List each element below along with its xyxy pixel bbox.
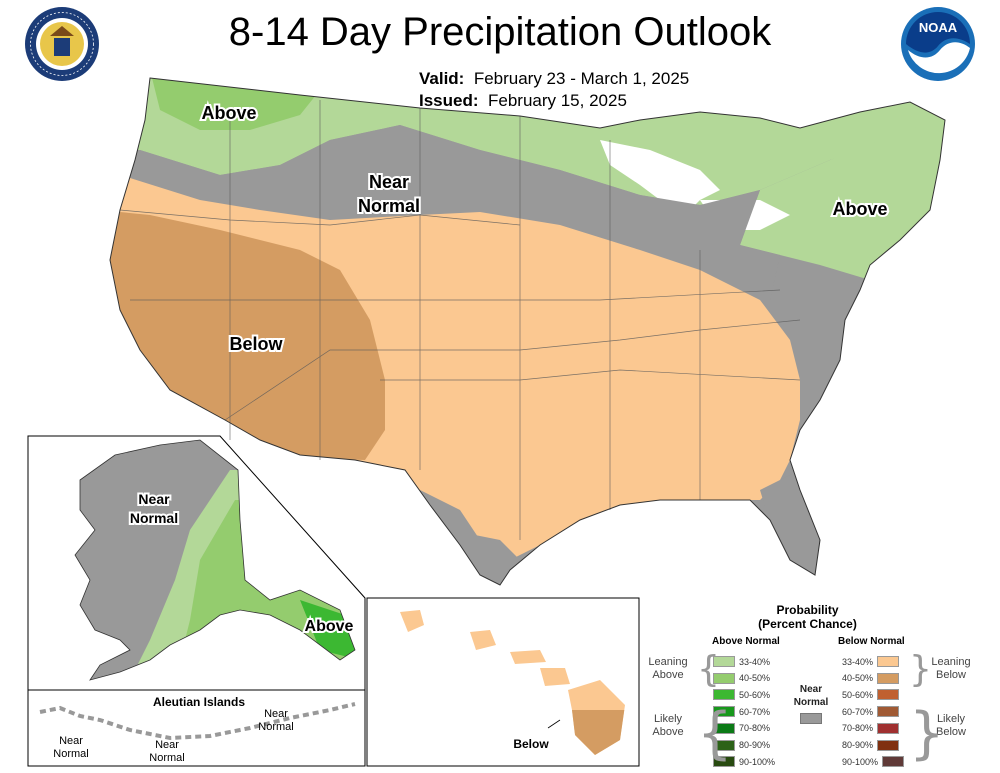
- alaska-inset: [27, 435, 366, 691]
- issued-date: February 15, 2025: [487, 91, 627, 110]
- legend-above-swatch: [713, 672, 735, 684]
- legend-above-range-label: 50-60%: [739, 689, 771, 700]
- legend-above-row: 90-100%: [713, 756, 779, 768]
- legend-below-range-label: 60-70%: [842, 706, 874, 717]
- legend-below-swatch: [882, 756, 905, 768]
- noaa-logo-text: NOAA: [919, 20, 958, 35]
- valid-dates: February 23 - March 1, 2025: [473, 69, 690, 88]
- legend-below-range-label: 50-60%: [842, 689, 874, 700]
- label-ak-near-1: Near: [138, 491, 170, 507]
- legend-above-range-label: 33-40%: [739, 656, 771, 667]
- legend-below-range-label: 80-90%: [842, 740, 874, 750]
- legend-above-swatch: [713, 706, 735, 718]
- legend-below-row: 70-80%: [838, 722, 900, 734]
- legend-likely-below: Likely Below: [936, 713, 966, 738]
- legend-likely-above: Likely Above: [652, 713, 684, 738]
- issued-label: Issued:: [419, 91, 479, 110]
- legend-below-header: Below Normal: [838, 636, 905, 647]
- legend-below-swatch: [877, 672, 900, 684]
- label-near-north-2: Normal: [358, 196, 420, 216]
- label-aleut-near3-2: Normal: [258, 721, 293, 733]
- label-aleutian-title: Aleutian Islands: [153, 695, 245, 709]
- dates-block: Valid: February 23 - March 1, 2025 Issue…: [419, 68, 689, 112]
- legend-title: Probability (Percent Chance): [720, 603, 895, 631]
- legend-below-row: 50-60%: [838, 689, 900, 701]
- legend-above-swatch: [713, 722, 735, 734]
- legend-above-range-label: 90-100%: [739, 756, 776, 767]
- legend-below-swatch: [877, 656, 900, 667]
- legend-below-swatch: [877, 722, 900, 734]
- noaa-logo-icon: NOAA: [901, 7, 975, 81]
- legend-near-normal: Near Normal: [793, 684, 829, 708]
- label-hawaii-below: Below: [513, 737, 549, 751]
- legend-above-row: 60-70%: [713, 706, 774, 718]
- legend-brace-likely-above: {: [697, 701, 733, 766]
- legend-leaning-below: Leaning Below: [931, 656, 971, 681]
- legend-above-range-label: 40-50%: [739, 673, 771, 684]
- label-aleut-near3-1: Near: [264, 708, 288, 720]
- legend-below-row: 40-50%: [838, 672, 900, 684]
- valid-label: Valid:: [419, 69, 465, 88]
- label-aleut-near2-2: Normal: [149, 752, 184, 764]
- legend-below-row: 80-90%: [838, 739, 900, 751]
- legend-below-swatch: [877, 689, 900, 701]
- legend-above-header: Above Normal: [712, 636, 780, 647]
- legend-above-row: 80-90%: [713, 739, 774, 751]
- legend-above-swatch: [713, 689, 735, 701]
- legend-above-range-label: 80-90%: [739, 740, 771, 750]
- legend-brace-leaning-above: {: [697, 649, 720, 690]
- legend-above-row: 33-40%: [713, 656, 774, 667]
- state-borders: [119, 100, 801, 540]
- label-below-sw: Below: [229, 334, 283, 354]
- label-ak-near-2: Normal: [130, 510, 178, 526]
- doc-seal-icon: [25, 7, 99, 81]
- legend-above-row: 40-50%: [713, 672, 774, 684]
- legend-below-swatch: [877, 706, 900, 718]
- legend-brace-likely-below: }: [909, 701, 945, 766]
- legend-below-row: 33-40%: [838, 656, 900, 667]
- map-title: 8-14 Day Precipitation Outlook: [228, 10, 772, 54]
- legend-below-swatch: [877, 739, 900, 751]
- legend-below-range-label: 40-50%: [842, 673, 874, 684]
- label-aleut-near2-1: Near: [155, 739, 179, 751]
- legend-near-normal-swatch: [800, 713, 822, 724]
- conus-outline: [109, 77, 946, 586]
- label-above-nw: Above: [201, 103, 256, 123]
- label-ak-above: Above: [305, 618, 354, 635]
- legend-above-swatch: [713, 656, 735, 667]
- legend-above-row: 50-60%: [713, 689, 774, 701]
- legend-below-range-label: 70-80%: [842, 723, 874, 734]
- legend-leaning-above: Leaning Above: [648, 656, 688, 681]
- legend-above-swatch: [713, 756, 735, 768]
- legend-above-range-label: 70-80%: [739, 723, 771, 734]
- conus-map: [109, 77, 946, 586]
- label-near-north-1: Near: [369, 172, 409, 192]
- legend-above-row: 70-80%: [713, 722, 774, 734]
- label-aleut-near1-1: Near: [59, 735, 83, 747]
- legend-below-row: 90-100%: [838, 756, 905, 768]
- legend-brace-leaning-below: }: [909, 649, 932, 690]
- label-above-ne: Above: [832, 199, 887, 219]
- aleutian-inset: [27, 689, 366, 767]
- legend-above-swatch: [713, 739, 735, 751]
- legend-below-range-label: 90-100%: [842, 756, 879, 767]
- legend-title-line1: Probability: [776, 603, 839, 617]
- legend-below-row: 60-70%: [838, 706, 900, 718]
- legend-below-range-label: 33-40%: [842, 656, 874, 667]
- hawaii-inset: [366, 597, 640, 767]
- label-aleut-near1-2: Normal: [53, 748, 88, 760]
- legend-title-line2: (Percent Chance): [758, 617, 857, 631]
- legend-above-range-label: 60-70%: [739, 706, 771, 717]
